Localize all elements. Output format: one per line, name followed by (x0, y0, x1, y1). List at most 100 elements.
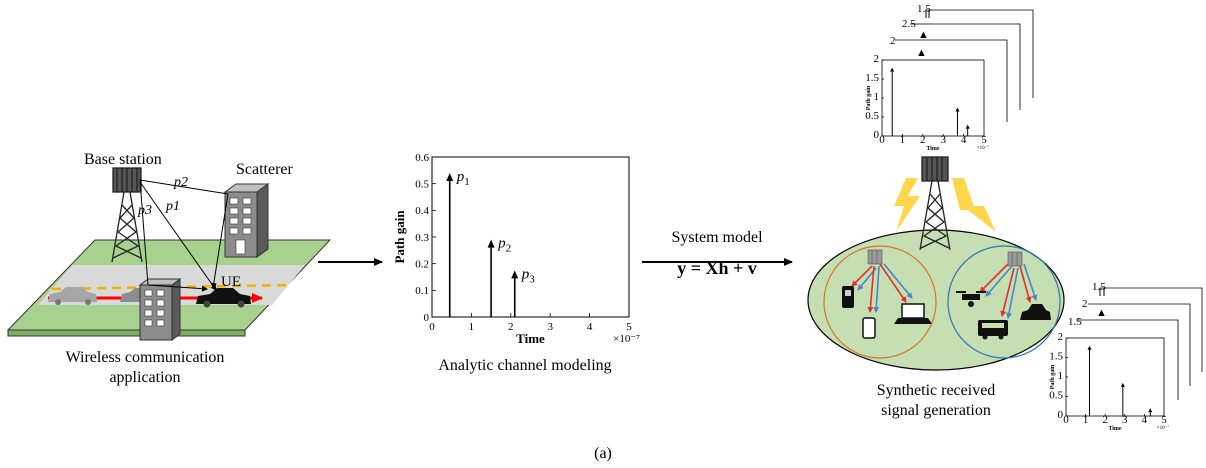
x-tick-label: 5 (981, 134, 987, 146)
ground-side (7, 329, 246, 337)
y-tick-label: 1 (1058, 370, 1064, 382)
bottom-y-axis-label: Path gain (1050, 364, 1056, 389)
stem-label: p1 (456, 169, 470, 188)
synthetic-scene: 1.5 2.5 2 ▲ ▲ 0 1 2 3 4 500.511.52 Time Path … (807, 3, 1203, 432)
stem-arrowhead (890, 67, 895, 72)
path-label-p2: p2 (173, 175, 188, 190)
stacked-frames-bottom (1076, 287, 1203, 400)
svg-text:2: 2 (890, 35, 896, 47)
scene-caption-line2: application (109, 369, 180, 386)
y-tick-label: 2 (874, 53, 880, 65)
smartphone-icon (862, 317, 876, 339)
car-ue (196, 288, 251, 308)
x-tick-label: 0 (879, 134, 885, 146)
stem-arrowhead (955, 107, 960, 112)
top-x-axis-exponent: ×10⁻⁷ (977, 145, 989, 151)
svg-text:1.5: 1.5 (1068, 316, 1082, 328)
bottom-x-axis-label: Time (1108, 426, 1122, 432)
base-station-tower (111, 167, 143, 263)
stem-arrowhead (965, 124, 970, 129)
lightning-left-icon (894, 178, 920, 232)
synthetic-caption-line1: Synthetic received (877, 382, 996, 399)
bus-icon (978, 320, 1008, 340)
stem-arrowhead (511, 270, 519, 279)
bottom-x-axis-exponent: ×10⁻⁷ (1157, 425, 1169, 431)
y-tick-label: 0.2 (415, 259, 429, 271)
laptop-icon (894, 303, 932, 324)
y-tick-label: 1.5 (1049, 350, 1063, 362)
y-tick-label: 2 (1058, 331, 1064, 343)
svg-text:1.5: 1.5 (1092, 281, 1106, 293)
y-tick-label: 0.5 (415, 179, 429, 191)
stem-arrowhead (1120, 382, 1125, 387)
svg-text:▲: ▲ (1096, 307, 1107, 319)
y-tick-label: 0 (1058, 409, 1064, 421)
y-tick-label: 0.6 (415, 152, 429, 164)
y-axis-label: Path gain (392, 210, 407, 264)
ue-label: UE (221, 274, 241, 290)
phone-classic-icon (842, 286, 854, 308)
y-tick-label: 0 (424, 312, 430, 324)
y-tick-label: 1 (874, 91, 880, 103)
x-axis-label: Time (516, 331, 545, 346)
scene-caption-line1: Wireless communication (66, 349, 225, 366)
stem-arrowhead (1148, 408, 1153, 413)
x-tick-label: 4 (1142, 414, 1148, 426)
x-tick-label: 5 (1161, 414, 1167, 426)
synthetic-caption-line2: signal generation (881, 402, 991, 419)
y-tick-label: 0.5 (1049, 389, 1063, 401)
links-right (979, 263, 1038, 319)
system-model-block: System model y = Xh + v (642, 229, 793, 278)
x-tick-label: 2 (1102, 414, 1108, 426)
x-axis-exponent: ×10⁻⁷ (613, 333, 640, 345)
y-tick-label: 0.3 (415, 232, 429, 244)
synthetic-chart-bottom: 0 1 2 3 4 5 0 0.5 1 1.5 2 Time Path gain ×10⁻⁷ (1049, 331, 1169, 432)
x-tick-label: 0 (1063, 414, 1069, 426)
svg-text:1.5: 1.5 (917, 3, 931, 15)
channel-model-chart: 0 1 2 3 4 5 0 0.1 0.2 0.3 0.4 0.5 0.6 p1 p2 p3 Time Pa… (392, 152, 640, 346)
x-tick-label: 0 (429, 321, 435, 333)
x-tick-label: 3 (1122, 414, 1128, 426)
path-label-p3: p3 (137, 203, 152, 218)
system-model-title: System model (671, 229, 763, 246)
x-tick-label: 4 (961, 134, 967, 146)
group-right-ring (947, 245, 1061, 359)
x-tick-label: 3 (547, 321, 553, 333)
x-tick-label: 5 (626, 321, 632, 333)
chart-caption: Analytic channel modeling (438, 357, 611, 374)
stem-label: p3 (521, 266, 536, 285)
drone-icon (956, 291, 986, 307)
relay-left-icon (867, 249, 883, 265)
panel-label: (a) (594, 445, 612, 462)
lightning-right-icon (952, 178, 996, 232)
building-front (138, 278, 182, 341)
stacked-ticks-top: 1.5 2.5 2 ▲ ▲ (890, 3, 931, 59)
y-tick-label: 0 (874, 129, 880, 141)
stacked-ticks-bottom: 1.5 2 1.5 ▲ (1068, 281, 1107, 328)
car-ghost-1 (48, 287, 97, 305)
x-tick-label: 4 (587, 321, 593, 333)
y-tick-label: 0.1 (415, 285, 429, 297)
scatterer-label: Scatterer (236, 161, 294, 178)
top-y-axis-label: Path gain (866, 85, 872, 110)
synthetic-chart-top: 0 1 2 3 4 500.511.52 Time Path gain ×10⁻⁷ (865, 53, 989, 152)
stem-arrowhead (446, 173, 454, 181)
lane-divider (51, 283, 291, 291)
top-x-axis-label: Time (926, 146, 940, 152)
propagation-paths (139, 179, 229, 292)
relay-right-icon (1007, 251, 1023, 267)
y-tick-label: 0.4 (415, 205, 429, 217)
wireless-scene: Base station Scatterer UE p2 p3 p1 Wirel… (6, 151, 332, 386)
stem-arrowhead (1087, 345, 1092, 350)
stem-arrowhead (487, 239, 495, 248)
x-tick-label: 1 (469, 321, 475, 333)
group-left-ring (823, 245, 937, 359)
x-tick-label: 1 (900, 134, 906, 146)
svg-text:▲: ▲ (916, 47, 927, 59)
base-station-label: Base station (84, 151, 162, 168)
car-icon (1020, 304, 1051, 320)
stem-label: p2 (497, 236, 511, 255)
links-left (851, 263, 913, 313)
y-tick-label: 0.5 (865, 110, 879, 122)
